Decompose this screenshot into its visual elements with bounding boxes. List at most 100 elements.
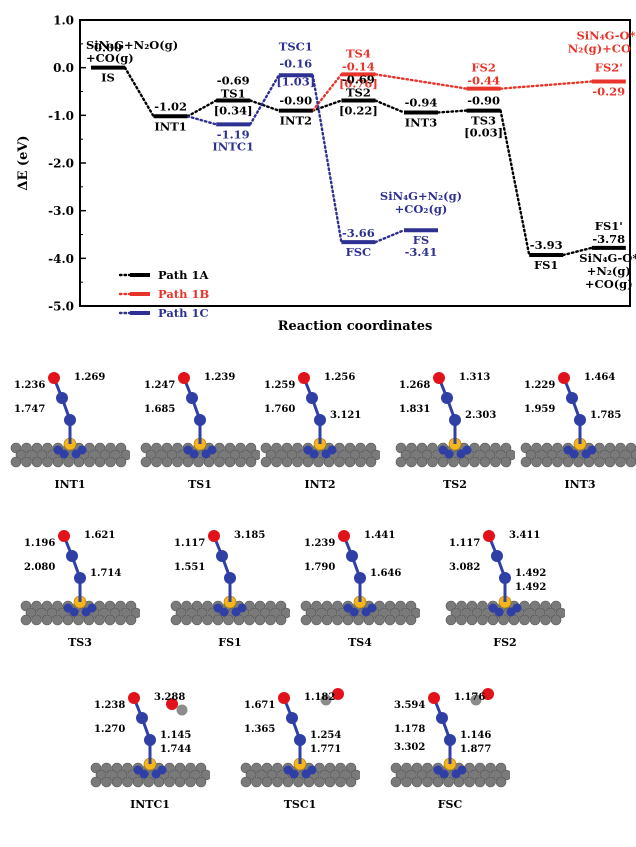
nitrogen-atom — [151, 769, 161, 779]
connection-line — [248, 74, 280, 126]
structure-label: TS2 — [443, 478, 467, 491]
carbon-atom — [63, 456, 74, 468]
carbon-atom — [212, 614, 224, 626]
structure-panel-tsc1: 1.671 1.182 1.365 1.254 1.771 TSC1 — [240, 680, 360, 811]
carbon-atom — [282, 776, 294, 788]
nitrogen-atom — [321, 449, 331, 459]
carbon-atom — [313, 456, 324, 468]
carbon-atom — [195, 776, 207, 788]
carbon-atom — [191, 614, 203, 626]
carbon-atom — [251, 776, 262, 788]
oxygen-atom — [433, 372, 445, 384]
structure-label: INT3 — [564, 478, 596, 491]
carbon-atom — [384, 614, 396, 626]
carbon-atom — [245, 456, 257, 468]
carbon-atom — [332, 614, 343, 626]
carbon-atom — [174, 776, 186, 788]
energy-value-FS2p: -0.29 — [592, 84, 625, 98]
carbon-atom — [10, 456, 22, 468]
y-tick-label: -2.0 — [48, 157, 74, 171]
nitrogen-atom — [189, 449, 199, 459]
structure-label: INTC1 — [130, 798, 170, 811]
nitrogen-atom — [81, 607, 91, 617]
state-name-FS1p: FS1' — [595, 219, 623, 233]
bond-distance: 1.785 — [590, 410, 621, 421]
carbon-atom — [271, 456, 282, 468]
connection-line — [374, 99, 406, 114]
nitrogen-atom — [444, 449, 454, 459]
structure-label: INT1 — [54, 478, 86, 491]
bond-distance: 3.411 — [509, 530, 540, 541]
carbon-atom — [161, 456, 173, 468]
connection-line — [562, 246, 593, 257]
species-fs1p: +N₂(g) — [587, 264, 631, 278]
bond-distance: 1.365 — [244, 724, 275, 735]
oxygen-atom — [482, 688, 494, 700]
carbon-monoxide-atom — [320, 694, 332, 706]
carbon-atom — [115, 456, 127, 468]
nitrogen-atom — [309, 449, 319, 459]
structure-drawing: 3.594 1.176 1.178 1.146 1.877 3.302 — [390, 688, 510, 788]
carbon-atom — [443, 776, 454, 788]
structure-drawing: 1.259 1.256 1.760 3.121 — [260, 372, 380, 468]
carbon-atom — [464, 776, 475, 788]
carbon-atom — [244, 614, 255, 626]
energy-profile-chart: 1.0 0.0 -1.0 -2.0 -3.0 -4.0 -5.0 ΔE (eV) Reactio… — [16, 14, 636, 335]
state-name-INT2: INT2 — [280, 114, 312, 128]
nitrogen-atom — [354, 572, 366, 584]
nitrogen-atom — [306, 392, 318, 404]
carbon-atom — [84, 456, 95, 468]
y-axis-label: ΔE (eV) — [16, 135, 31, 190]
state-name-INTC1: INTC1 — [212, 139, 254, 153]
carbon-atom — [20, 614, 32, 626]
oxygen-atom — [278, 692, 290, 704]
structure-label: TS4 — [348, 636, 372, 649]
nitrogen-atom — [231, 607, 241, 617]
bond-distance: 3.121 — [330, 410, 361, 421]
bond-distance: 1.196 — [24, 538, 55, 549]
nitrogen-atom — [59, 449, 69, 459]
carbon-atom — [615, 456, 626, 468]
state-name-TS1: TS1 — [221, 87, 246, 101]
state-name-INT1: INT1 — [154, 119, 186, 133]
carbon-atom — [508, 614, 520, 626]
bond-distance: 1.492 — [515, 582, 546, 593]
legend-label: Path 1C — [158, 306, 209, 320]
nitrogen-atom — [144, 734, 156, 746]
carbon-atom — [500, 456, 512, 468]
connection-line — [311, 74, 343, 244]
oxygen-atom — [58, 530, 70, 542]
oxygen-atom — [208, 530, 220, 542]
carbon-atom — [334, 456, 345, 468]
carbon-atom — [342, 614, 354, 626]
y-tick-label: -3.0 — [48, 204, 74, 218]
connection-line — [374, 73, 468, 90]
carbon-atom — [477, 614, 488, 626]
carbon-atom — [104, 614, 116, 626]
carbon-atom — [519, 614, 530, 626]
species-is: SiN₄G+N₂O(g) — [86, 38, 178, 52]
structure-panel-ts2: 1.268 1.313 1.831 2.303 TS2 — [395, 360, 515, 491]
carbon-atom — [254, 614, 266, 626]
energy-value-TS2: -0.69 — [342, 73, 375, 87]
carbon-monoxide-atom — [470, 694, 482, 706]
carbon-atom — [406, 456, 417, 468]
carbon-atom — [401, 776, 412, 788]
carbon-atom — [344, 456, 356, 468]
bond-distance: 1.790 — [304, 562, 335, 573]
structure-drawing: 1.268 1.313 1.831 2.303 — [395, 372, 515, 468]
carbon-atom — [172, 456, 183, 468]
nitrogen-atom — [64, 414, 76, 426]
structure-label: TS1 — [188, 478, 212, 491]
carbon-monoxide-atom — [176, 704, 188, 716]
carbon-atom — [151, 456, 162, 468]
energy-value-TS3: -0.90 — [467, 94, 500, 108]
y-tick-label: -4.0 — [48, 252, 74, 266]
bond-distance: 3.185 — [234, 530, 265, 541]
y-tick-label: -1.0 — [48, 109, 74, 123]
carbon-atom — [520, 456, 532, 468]
bond-distance: 1.247 — [144, 380, 175, 391]
energy-value-TSC1: -0.16 — [279, 56, 312, 70]
connection-line — [436, 109, 468, 114]
species-fs1p: SiN₄G-O* — [579, 251, 636, 265]
